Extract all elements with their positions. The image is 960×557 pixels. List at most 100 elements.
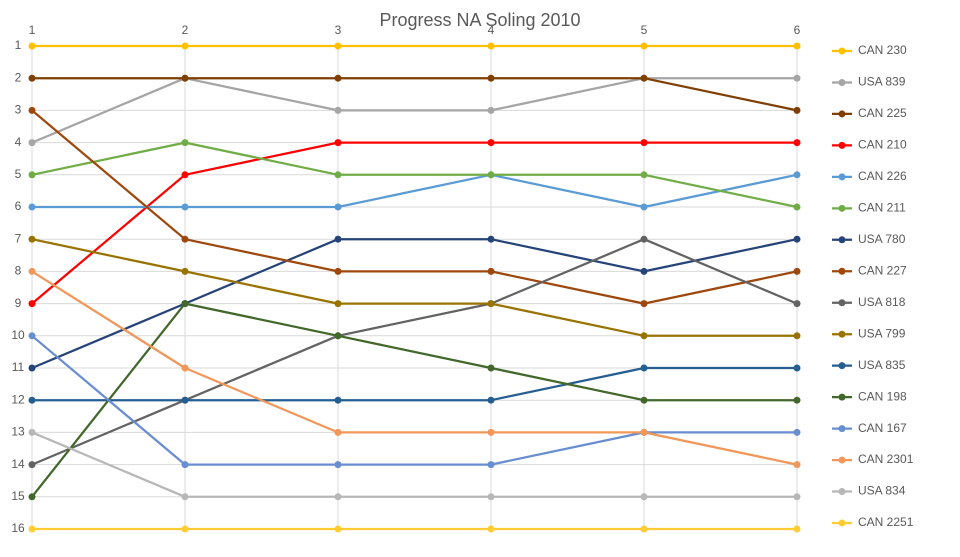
legend-label: USA 780 (858, 232, 906, 246)
series-line (31, 270, 798, 466)
x-tick-label: 4 (488, 23, 495, 37)
series-line (31, 238, 797, 337)
legend-label: CAN 167 (858, 421, 907, 435)
marker (28, 428, 36, 436)
marker (181, 74, 189, 82)
series-line (31, 238, 798, 466)
chart-title: Progress NA Soling 2010 (379, 10, 580, 30)
marker (334, 461, 342, 469)
marker (181, 364, 189, 372)
marker (181, 42, 189, 50)
marker (28, 235, 36, 243)
legend-marker (838, 110, 846, 118)
marker (793, 428, 801, 436)
series-line (31, 109, 798, 305)
legend-marker (838, 47, 846, 55)
marker (793, 493, 801, 501)
series-line (31, 302, 797, 498)
series-line (32, 366, 797, 402)
y-tick-label: 4 (15, 135, 22, 149)
marker (640, 396, 648, 404)
y-tick-label: 14 (11, 457, 25, 471)
marker (793, 171, 801, 179)
marker (181, 396, 189, 404)
legend-marker (838, 425, 846, 433)
y-tick-label: 6 (15, 199, 22, 213)
legend-label: CAN 2251 (858, 515, 914, 529)
series-line (31, 141, 798, 209)
legend-marker (838, 141, 846, 149)
marker (28, 364, 36, 372)
marker (28, 396, 36, 404)
marker (28, 525, 36, 533)
y-tick-label: 15 (11, 489, 25, 503)
marker (487, 428, 495, 436)
marker (28, 139, 36, 147)
marker (334, 171, 342, 179)
legend-marker (838, 299, 846, 307)
y-tick-label: 12 (11, 392, 25, 406)
series-line (31, 141, 797, 305)
marker (640, 74, 648, 82)
marker (28, 203, 36, 211)
marker (28, 171, 36, 179)
marker (181, 461, 189, 469)
marker (334, 139, 342, 147)
x-tick-label: 1 (29, 23, 36, 37)
marker (487, 74, 495, 82)
marker (181, 525, 189, 533)
marker (334, 525, 342, 533)
y-tick-label: 8 (15, 264, 22, 278)
marker (640, 364, 648, 372)
marker (181, 300, 189, 308)
marker (28, 74, 36, 82)
series-line (31, 238, 798, 370)
x-tick-label: 3 (335, 23, 342, 37)
marker (487, 106, 495, 114)
legend-marker (838, 519, 846, 527)
marker (28, 267, 36, 275)
y-tick-label: 5 (15, 167, 22, 181)
marker (793, 106, 801, 114)
marker (793, 203, 801, 211)
marker (334, 74, 342, 82)
y-tick-label: 2 (15, 70, 22, 84)
marker (181, 267, 189, 275)
marker (334, 267, 342, 275)
marker (28, 461, 36, 469)
marker (640, 203, 648, 211)
marker (181, 171, 189, 179)
marker (334, 42, 342, 50)
marker (487, 300, 495, 308)
legend-label: USA 818 (858, 295, 906, 309)
marker (487, 461, 495, 469)
marker (487, 139, 495, 147)
marker (28, 300, 36, 308)
marker (793, 235, 801, 243)
y-tick-label: 10 (11, 328, 25, 342)
marker (487, 396, 495, 404)
legend-label: CAN 2301 (858, 452, 914, 466)
series-line (32, 173, 798, 209)
marker (793, 364, 801, 372)
series-line (31, 334, 797, 466)
legend-label: USA 839 (858, 75, 906, 89)
marker (487, 493, 495, 501)
marker (793, 267, 801, 275)
marker (487, 525, 495, 533)
marker (640, 300, 648, 308)
marker (487, 235, 495, 243)
legend-label: CAN 225 (858, 106, 907, 120)
marker (28, 332, 36, 340)
legend-label: CAN 230 (858, 43, 907, 57)
marker (640, 171, 648, 179)
marker (334, 235, 342, 243)
marker (793, 525, 801, 533)
marker (28, 493, 36, 501)
y-tick-label: 16 (11, 521, 25, 535)
legend-label: USA 799 (858, 326, 906, 340)
y-tick-label: 7 (15, 231, 22, 245)
marker (28, 106, 36, 114)
